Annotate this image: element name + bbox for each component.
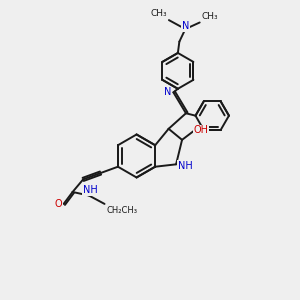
Text: N: N (164, 87, 172, 98)
Text: N: N (182, 21, 189, 31)
Text: CH₂CH₃: CH₂CH₃ (107, 206, 138, 215)
Text: O: O (54, 199, 62, 209)
Text: OH: OH (194, 125, 209, 135)
Text: CH₃: CH₃ (151, 9, 167, 18)
Text: NH: NH (83, 185, 98, 195)
Text: CH₃: CH₃ (201, 12, 218, 21)
Text: NH: NH (178, 161, 192, 171)
